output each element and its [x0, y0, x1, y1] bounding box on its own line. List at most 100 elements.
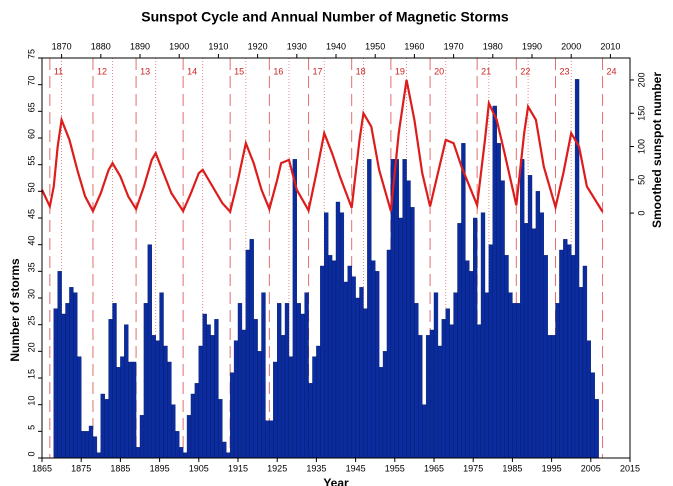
bar [65, 303, 70, 459]
x-tick-label: 1995 [542, 463, 562, 473]
bar [249, 239, 254, 459]
x2-tick-label: 1870 [52, 41, 72, 51]
bar [210, 335, 215, 459]
y-tick-label: 65 [26, 102, 36, 112]
bar [590, 372, 595, 459]
bar [135, 447, 141, 459]
bar [480, 212, 486, 459]
y-tick-label: 15 [26, 369, 36, 379]
bar [469, 271, 474, 459]
cycle-label: 12 [97, 66, 107, 76]
bar [116, 367, 121, 459]
bar [155, 340, 160, 459]
y-tick-label: 5 [26, 425, 36, 430]
bar [371, 260, 376, 459]
y-tick-label: 45 [26, 209, 36, 219]
cycle-label: 11 [54, 66, 63, 76]
bar [229, 372, 235, 459]
bar [190, 393, 196, 459]
bar [335, 201, 341, 459]
x2-tick-label: 1920 [248, 41, 268, 51]
x2-tick-label: 1970 [444, 41, 464, 51]
bar [422, 404, 427, 459]
bar [112, 303, 117, 459]
bar [582, 265, 588, 459]
bar [69, 287, 74, 459]
y2-tick-label: 150 [636, 106, 646, 121]
cycle-label: 14 [187, 66, 197, 76]
bar [108, 319, 113, 459]
bar [61, 313, 66, 459]
x2-tick-label: 1910 [208, 41, 228, 51]
bar [273, 361, 278, 459]
y-tick-label: 20 [26, 342, 36, 352]
y-tick-label: 55 [26, 156, 36, 166]
bar [77, 356, 82, 459]
bar [559, 249, 564, 459]
bar [182, 452, 188, 459]
bar [139, 415, 145, 459]
cycle-label: 16 [273, 66, 283, 76]
x-tick-label: 1925 [267, 463, 287, 473]
x2-tick-label: 1880 [91, 41, 111, 51]
bar [496, 143, 501, 459]
x2-tick-label: 1890 [130, 41, 150, 51]
bar [120, 356, 125, 459]
bar [233, 340, 239, 459]
bar [339, 212, 345, 459]
bar [265, 420, 270, 459]
bar [206, 324, 211, 459]
bar [594, 399, 599, 459]
y2-axis-label: Smoothed sunspot number [650, 72, 664, 228]
x-tick-label: 1915 [228, 463, 248, 473]
x-tick-label: 1935 [306, 463, 326, 473]
bar [257, 351, 262, 459]
bar [539, 212, 544, 459]
y-tick-label: 35 [26, 262, 36, 272]
bar [226, 452, 231, 459]
y-tick-label: 60 [26, 129, 36, 139]
cycle-label: 22 [520, 66, 530, 76]
bar [492, 105, 497, 459]
x2-tick-label: 1940 [326, 41, 346, 51]
bar [429, 329, 435, 459]
bar [531, 228, 537, 459]
bar [300, 313, 305, 459]
bar [512, 303, 517, 459]
bar [277, 303, 282, 459]
bar [292, 159, 298, 459]
bar [304, 292, 309, 459]
x2-tick-label: 1930 [287, 41, 307, 51]
x2-tick-label: 1990 [522, 41, 542, 51]
x-tick-label: 1875 [71, 463, 91, 473]
y2-tick-label: 50 [636, 175, 646, 185]
bar [316, 345, 321, 459]
bar [214, 319, 219, 459]
bar [104, 399, 109, 459]
cycle-label: 18 [356, 66, 366, 76]
bar [327, 255, 333, 459]
bar [586, 340, 592, 459]
x-tick-label: 1895 [150, 463, 170, 473]
bar [186, 415, 192, 459]
bar [351, 276, 356, 459]
bar [363, 308, 368, 459]
cycle-label: 24 [607, 66, 617, 76]
bar [198, 345, 203, 459]
bar [80, 431, 86, 459]
bar [355, 297, 360, 459]
bar [245, 249, 250, 459]
bar [241, 329, 247, 459]
bar [441, 319, 446, 459]
cycle-label: 13 [140, 66, 150, 76]
y-tick-label: 0 [26, 451, 36, 456]
bar [571, 255, 576, 459]
bar [367, 159, 372, 459]
cycle-label: 21 [481, 66, 491, 76]
bar [500, 180, 505, 459]
bar [269, 420, 274, 459]
bar [280, 335, 286, 459]
bar [465, 260, 470, 459]
bar [202, 313, 207, 459]
